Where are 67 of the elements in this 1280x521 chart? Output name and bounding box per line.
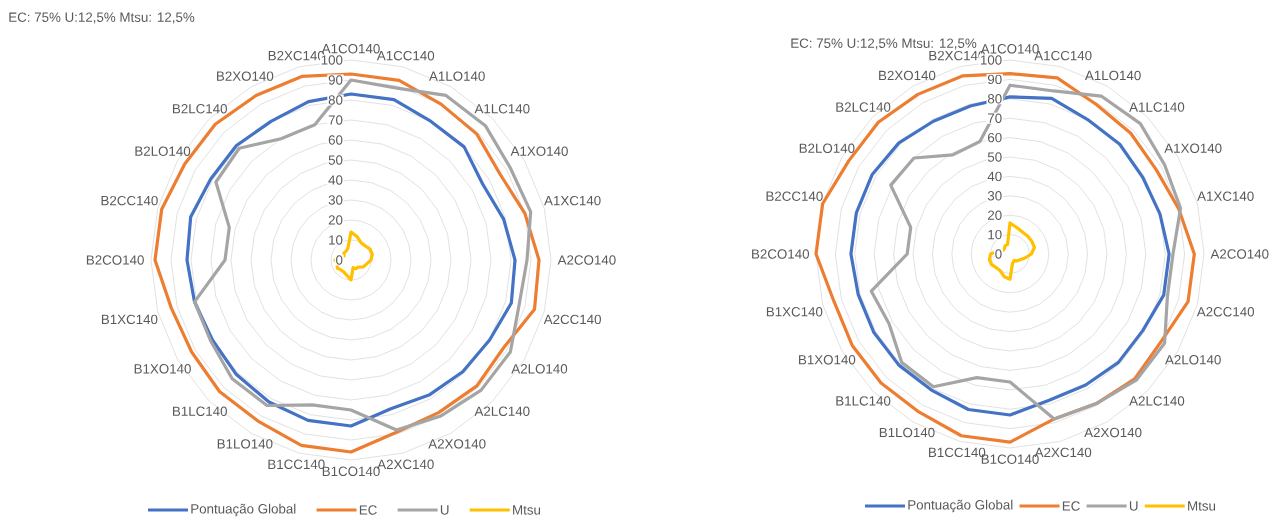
spoke-label: B2LO140: [799, 143, 855, 153]
spoke-label: A1LO140: [1084, 70, 1141, 81]
spoke-label: B1XO140: [134, 364, 191, 374]
spoke-label: A2XO140: [428, 439, 486, 449]
spoke-label: B1XC140: [101, 314, 158, 325]
y-tick-label: 90: [328, 75, 343, 85]
spoke-label: A2LO140: [511, 364, 568, 374]
spoke-label: B1LO140: [879, 427, 935, 438]
spoke-label: B2LO140: [135, 146, 191, 156]
y-tick-label: 80: [987, 94, 1002, 104]
spoke-label: A2LC140: [474, 406, 530, 416]
spoke-label: B1LC140: [836, 396, 891, 406]
legend-label: Pontuação Global: [908, 499, 1013, 513]
y-tick-label: 10: [988, 229, 1002, 240]
spoke-label: B1LC140: [173, 406, 227, 416]
y-tick-label: 50: [987, 152, 1002, 162]
legend-label: EC: [359, 505, 377, 515]
y-tick-label: 30: [987, 191, 1002, 201]
y-tick-label: 70: [328, 115, 343, 125]
spoke-label: A2CC140: [1196, 307, 1255, 317]
spoke-label: B2LC140: [173, 104, 227, 114]
spoke-label: A1XC140: [1197, 191, 1254, 201]
spoke-label: B2CC140: [101, 195, 158, 206]
y-tick-label: 20: [328, 215, 343, 225]
legend-label: Pontuação Global: [191, 503, 296, 517]
spoke-label: A1XO140: [510, 146, 568, 156]
spoke-label: A2CO140: [1210, 249, 1269, 259]
y-tick-label: 0: [336, 255, 343, 265]
y-tick-label: 50: [328, 155, 343, 165]
y-tick-label: 40: [987, 171, 1002, 182]
spoke-label: A1LO140: [429, 71, 485, 81]
spoke-label: A2XO140: [1084, 427, 1142, 438]
legend-label: U: [440, 505, 449, 515]
legend-label: EC: [1062, 501, 1080, 511]
y-tick-label: 40: [328, 175, 343, 185]
y-tick-label: 90: [987, 74, 1002, 85]
spoke-label: A2CO140: [557, 255, 616, 265]
spoke-label: B2CC140: [766, 191, 823, 201]
spoke-label: A1XC140: [544, 195, 601, 206]
spoke-label: A1LC140: [474, 104, 530, 114]
spoke-label: A2CC140: [543, 314, 601, 325]
spoke-label: B2XO140: [217, 71, 274, 81]
y-tick-label: 20: [988, 210, 1002, 220]
chart-title: EC: 75% U:12,5% Mtsu: 12,5%: [791, 38, 977, 50]
spoke-label: B1XC140: [766, 307, 823, 317]
y-tick-label: 100: [321, 55, 343, 65]
y-tick-label: 60: [988, 132, 1002, 143]
spoke-label: A1LC140: [1129, 102, 1185, 112]
spoke-label: B2CO140: [86, 255, 144, 265]
spoke-label: A2LO140: [1165, 355, 1221, 365]
legend-label: Mtsu: [513, 505, 541, 515]
legend-label: U: [1129, 501, 1138, 511]
spoke-label: A2LC140: [1129, 396, 1185, 406]
y-tick-label: 30: [328, 195, 343, 205]
y-tick-label: 0: [995, 249, 1002, 259]
spoke-label: B1XO140: [799, 355, 856, 365]
spoke-label: B2XO140: [879, 70, 936, 81]
y-tick-label: 10: [329, 235, 343, 245]
y-tick-label: 60: [328, 135, 343, 145]
y-tick-label: 80: [328, 95, 343, 105]
spoke-label: B2CO140: [752, 249, 810, 259]
legend-label: Mtsu: [1188, 501, 1216, 511]
chart-title: EC: 75% U:12,5% Mtsu: 12,5%: [9, 12, 195, 24]
spoke-label: B2LC140: [836, 102, 891, 112]
spoke-label: A1XO140: [1164, 143, 1222, 153]
y-tick-label: 70: [988, 113, 1002, 123]
spoke-label: B1LO140: [217, 439, 273, 449]
